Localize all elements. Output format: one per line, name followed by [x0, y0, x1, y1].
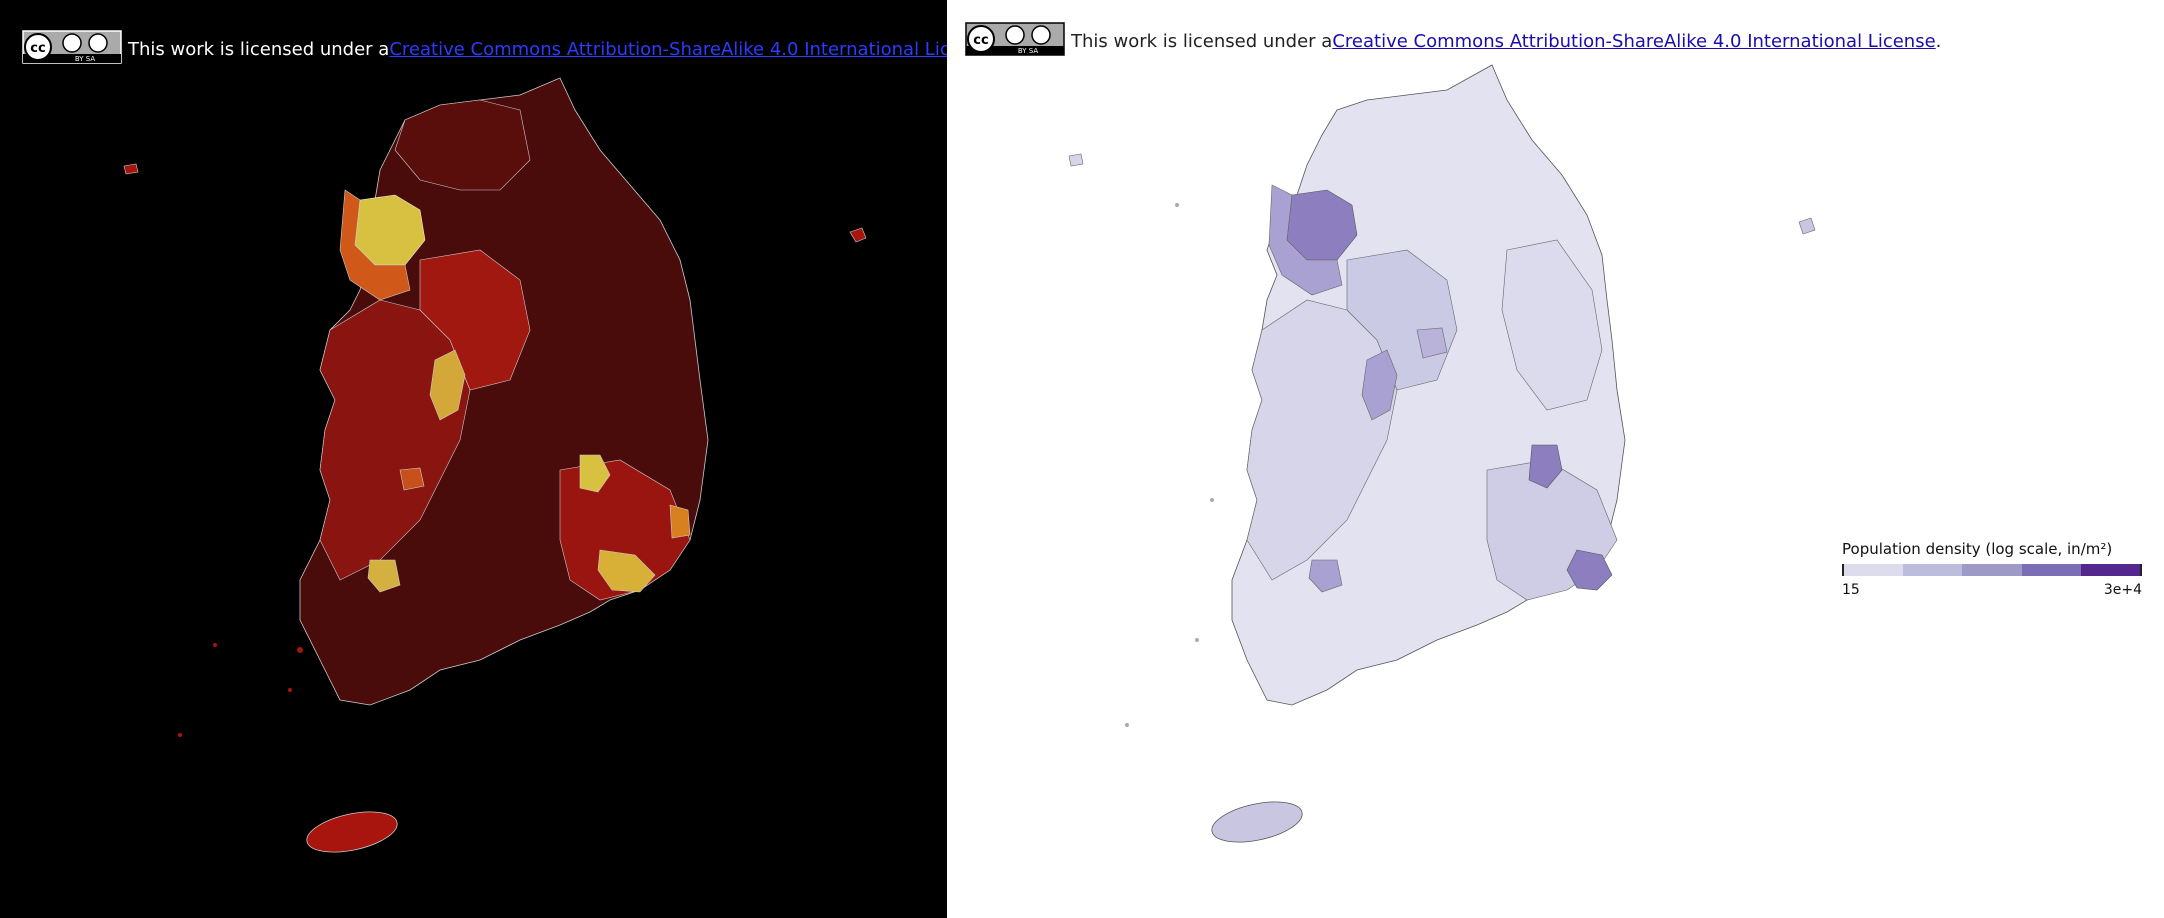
- seoul-ring-light: [1268, 184, 1343, 296]
- daejeon-light: [1361, 349, 1398, 421]
- license-link[interactable]: Creative Commons Attribution-ShareAlike …: [389, 39, 947, 60]
- legend-swatch: [1962, 564, 2022, 576]
- ulleung-island-dark: [849, 227, 867, 243]
- legend-ticks: 15 3e+4: [1842, 582, 2142, 598]
- seoul-ring-dark: [339, 189, 411, 301]
- region-center-dark: [419, 249, 531, 391]
- region-north-dark: [394, 99, 531, 191]
- small-island-light: [1195, 638, 1199, 642]
- small-island-light: [1125, 723, 1129, 727]
- legend-max-label: 3e+4: [2103, 582, 2142, 598]
- region-east-light: [1501, 239, 1603, 411]
- legend-min-label: 15: [1842, 582, 1860, 598]
- busan-dark: [597, 549, 656, 593]
- dark-map-panel: cc BY SA This work is licensed under a C…: [0, 0, 947, 918]
- ulleung-island-light: [1798, 217, 1816, 235]
- legend-color-bar: [1842, 564, 2142, 576]
- jeju-island-light: [1211, 801, 1303, 843]
- license-link[interactable]: Creative Commons Attribution-ShareAlike …: [1332, 31, 1936, 52]
- daegu-dark: [579, 454, 611, 493]
- license-notice-dark: cc BY SA This work is licensed under a C…: [22, 30, 947, 69]
- legend-swatch: [2021, 564, 2081, 576]
- cc-by-sa-badge-icon: cc BY SA: [965, 22, 1065, 61]
- daejeon-dark: [429, 349, 466, 421]
- small-islands-dark: [297, 647, 303, 653]
- ulsan-dark: [669, 504, 691, 539]
- korea-choropleth-dark: [123, 77, 867, 853]
- svg-text:cc: cc: [973, 33, 988, 48]
- svg-text:cc: cc: [30, 41, 45, 56]
- baengnyeong-island-dark: [123, 163, 139, 175]
- cc-by-sa-badge-icon: cc BY SA: [22, 30, 122, 69]
- svg-text:BY SA: BY SA: [1018, 47, 1038, 55]
- gwangju-dark: [367, 559, 401, 593]
- small-island-dark: [213, 643, 217, 647]
- korea-choropleth-light: [1068, 64, 1816, 843]
- region-southeast-dark: [559, 459, 691, 601]
- density-legend: Population density (log scale, in/m²) 15…: [1842, 540, 2142, 598]
- small-island-dark: [288, 688, 292, 692]
- baengnyeong-island-light: [1068, 153, 1084, 167]
- license-prefix: This work is licensed under a: [1071, 31, 1333, 52]
- legend-swatch: [1844, 564, 1904, 576]
- legend-title: Population density (log scale, in/m²): [1842, 540, 2113, 558]
- jeonju-dark: [399, 467, 425, 491]
- legend-swatch: [2080, 564, 2141, 576]
- jeju-island-dark: [306, 811, 398, 853]
- gwangju-light: [1308, 559, 1343, 593]
- svg-text:BY SA: BY SA: [75, 55, 95, 63]
- small-island-light: [1175, 203, 1179, 207]
- daegu-light: [1528, 444, 1563, 489]
- light-map-panel: cc BY SA This work is licensed under a C…: [947, 0, 2164, 918]
- busan-light: [1566, 549, 1613, 591]
- license-notice-light: cc BY SA This work is licensed under a C…: [965, 22, 1941, 61]
- small-island-light: [1210, 498, 1214, 502]
- legend-swatch: [1903, 564, 1963, 576]
- license-suffix: .: [1935, 31, 1942, 52]
- small-island-dark: [178, 733, 182, 737]
- license-prefix: This work is licensed under a: [128, 39, 390, 60]
- cheongju-light: [1416, 327, 1448, 359]
